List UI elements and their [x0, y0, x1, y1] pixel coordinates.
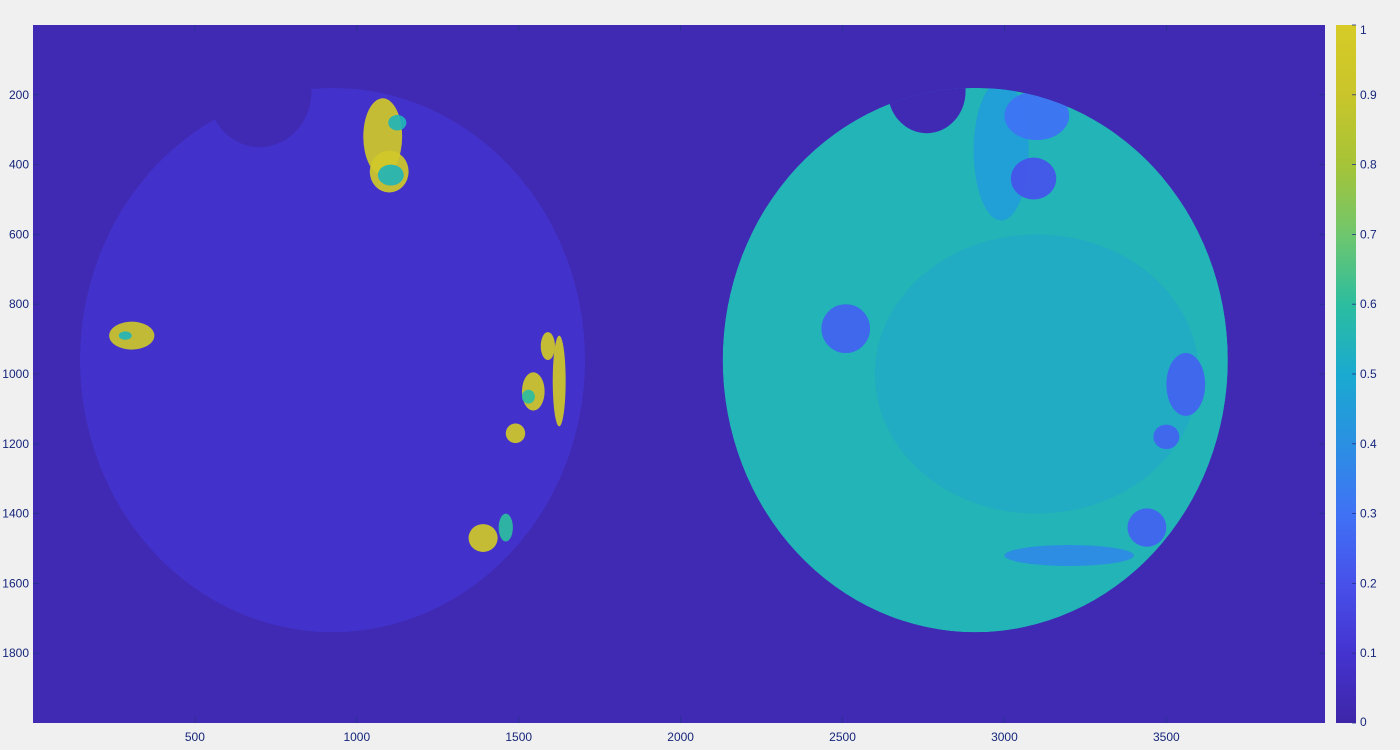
colorbar-tick-label: 0.9 [1360, 88, 1377, 102]
y-tick-label: 1200 [2, 437, 29, 451]
left-disc-spot [377, 164, 404, 186]
colorbar-tick-label: 0.1 [1360, 646, 1377, 660]
x-tick-label: 500 [185, 730, 205, 744]
left-disc-spot [388, 115, 407, 131]
left-disc-spot [552, 335, 566, 427]
y-tick-label: 200 [9, 88, 29, 102]
colorbar-axis: 0 0.1 0.2 0.3 0.4 0.5 0.6 0.7 0.8 0.9 1 [1352, 23, 1377, 729]
image-regions [79, 87, 1228, 633]
right-disc [722, 87, 1228, 633]
right-disc-base [722, 87, 1228, 633]
left-disc-spot [540, 332, 555, 361]
x-tick-label: 2500 [829, 730, 856, 744]
colorbar-tick-label: 0.5 [1360, 367, 1377, 381]
y-tick-label: 600 [9, 227, 29, 241]
y-tick-label: 400 [9, 158, 29, 172]
x-tick-label: 2000 [667, 730, 694, 744]
colorbar-tick-label: 0.3 [1360, 507, 1377, 521]
x-tick-label: 1500 [505, 730, 532, 744]
left-disc-spot [118, 331, 132, 340]
right-disc-spot [874, 234, 1199, 514]
colorbar-tick-label: 0.6 [1360, 297, 1377, 311]
right-disc-spot [1166, 353, 1206, 416]
y-axis: 200 400 600 800 1000 1200 1400 1600 1800 [2, 88, 1325, 660]
colorbar [1336, 25, 1356, 723]
left-disc-spot [498, 513, 513, 542]
right-disc-spot [821, 304, 871, 354]
x-tick-label: 3500 [1153, 730, 1180, 744]
colorbar-tick-label: 0.8 [1360, 158, 1377, 172]
right-disc-spot [1004, 545, 1134, 566]
colorbar-tick-label: 0 [1360, 715, 1367, 729]
left-disc [79, 87, 586, 633]
left-disc-spot [521, 389, 535, 404]
colorbar-tick-label: 0.2 [1360, 576, 1377, 590]
right-disc-spot [1127, 508, 1167, 547]
right-disc-spot [1004, 91, 1070, 141]
y-tick-label: 1800 [2, 646, 29, 660]
y-tick-label: 1400 [2, 507, 29, 521]
right-disc-spot [1010, 157, 1057, 200]
left-disc-base [79, 87, 586, 633]
right-disc-spot [1153, 424, 1180, 450]
x-tick-label: 1000 [343, 730, 370, 744]
y-tick-label: 800 [9, 297, 29, 311]
x-tick-label: 3000 [991, 730, 1018, 744]
x-axis: 500 1000 1500 2000 2500 3000 3500 [185, 25, 1180, 744]
y-tick-label: 1000 [2, 367, 29, 381]
colorbar-tick-label: 0.7 [1360, 227, 1377, 241]
colorbar-tick-label: 0.4 [1360, 437, 1377, 451]
left-disc-spot [468, 524, 498, 552]
colorbar-tick-label: 1 [1360, 23, 1367, 37]
y-tick-label: 1600 [2, 576, 29, 590]
left-disc-spot [505, 423, 526, 444]
